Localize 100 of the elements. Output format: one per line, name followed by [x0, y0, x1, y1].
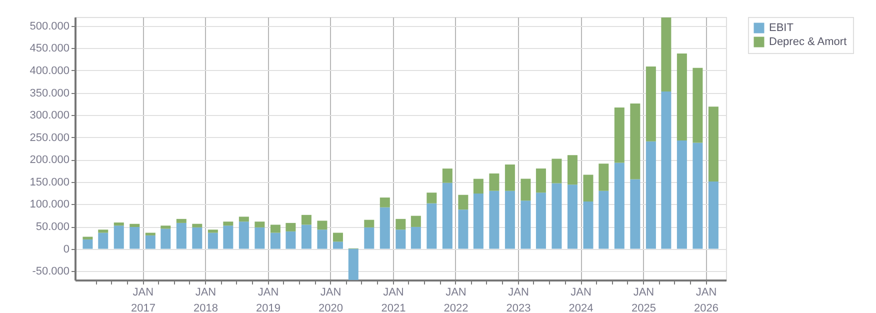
bar [630, 103, 640, 180]
x-tick-label: JAN 2019 [256, 286, 280, 313]
bar [301, 214, 312, 225]
bar [520, 178, 531, 201]
y-tick-label: 100.000 [30, 198, 70, 211]
bar [552, 158, 562, 184]
x-tick-label: JAN 2023 [506, 286, 531, 313]
bar [489, 190, 500, 249]
y-tick-label: 300.000 [30, 110, 70, 122]
bar [223, 226, 234, 249]
bar [223, 222, 234, 226]
bar [552, 183, 562, 249]
bar [98, 232, 108, 249]
bar [286, 222, 296, 232]
bar [286, 231, 296, 249]
y-tick-label: 150.000 [30, 176, 70, 188]
bar [380, 198, 390, 208]
y-tick-label: 200.000 [30, 154, 70, 166]
bar [130, 226, 140, 249]
bar [332, 242, 343, 249]
bar [130, 224, 140, 227]
bar [598, 190, 609, 249]
y-tick-label: 250.000 [30, 132, 70, 144]
bar [442, 168, 452, 183]
bar [583, 174, 594, 202]
bar [536, 168, 546, 193]
y-tick-label: 350.000 [30, 87, 70, 100]
bar [676, 54, 687, 140]
y-tick-label: 50.000 [36, 221, 70, 234]
bar [254, 222, 265, 228]
bar [317, 230, 328, 249]
bar [458, 210, 468, 249]
bar [692, 142, 703, 249]
bar [176, 222, 186, 249]
bar [270, 232, 280, 249]
bar [489, 173, 500, 191]
bar [396, 230, 406, 249]
bar [583, 202, 594, 249]
bar [364, 220, 374, 228]
x-tick-label: JAN 2020 [318, 286, 344, 313]
bar [536, 192, 546, 249]
x-tick-label: JAN 2021 [381, 286, 406, 313]
bar [317, 220, 328, 230]
bar [396, 218, 406, 230]
legend-label: EBIT [769, 22, 794, 34]
y-tick-label: 400.000 [30, 64, 70, 77]
bar [348, 248, 358, 280]
y-tick-label: 500.000 [30, 20, 70, 32]
bar [301, 224, 312, 249]
bar [410, 216, 421, 227]
bar [442, 182, 452, 249]
legend-label: Deprec & Amort [769, 36, 847, 48]
bar [708, 181, 718, 249]
x-tick-label: JAN 2025 [631, 286, 656, 313]
bar [192, 224, 202, 228]
bar [114, 226, 124, 249]
bar [254, 227, 265, 249]
bar [661, 91, 672, 249]
bar [458, 194, 468, 210]
y-tick-label: 0 [63, 243, 70, 256]
bar [160, 226, 171, 229]
bar [208, 232, 218, 249]
bar [238, 216, 249, 222]
bar [567, 184, 578, 249]
bar [567, 155, 578, 185]
bar [520, 200, 531, 249]
y-tick-label: -50.000 [32, 266, 70, 278]
bar [160, 228, 171, 249]
x-tick-label: JAN 2018 [193, 286, 218, 313]
bar [82, 239, 93, 249]
bar [676, 140, 687, 249]
bar [504, 190, 515, 249]
x-tick-label: JAN 2022 [444, 286, 468, 313]
bar [708, 106, 718, 182]
bar [192, 227, 202, 249]
bar [646, 66, 656, 142]
bar [145, 232, 156, 236]
bar [426, 203, 437, 249]
x-tick-label: JAN 2017 [130, 286, 156, 313]
bar [646, 141, 656, 249]
bar [82, 236, 93, 240]
bar [238, 222, 249, 249]
bar [364, 227, 374, 249]
bar [176, 218, 186, 223]
bar [332, 232, 343, 242]
bar [208, 230, 218, 233]
bar [661, 17, 672, 92]
bar [380, 207, 390, 249]
bar [270, 224, 280, 233]
bar [692, 68, 703, 143]
x-tick-label: JAN 2026 [694, 286, 718, 313]
bar [630, 179, 640, 249]
bar [614, 107, 624, 163]
bar [473, 194, 484, 249]
y-tick-label: 450.000 [30, 42, 70, 55]
bar [98, 230, 108, 233]
bar [114, 222, 124, 226]
bar [410, 226, 421, 249]
bar [614, 162, 624, 249]
x-tick-label: JAN 2024 [568, 286, 594, 313]
